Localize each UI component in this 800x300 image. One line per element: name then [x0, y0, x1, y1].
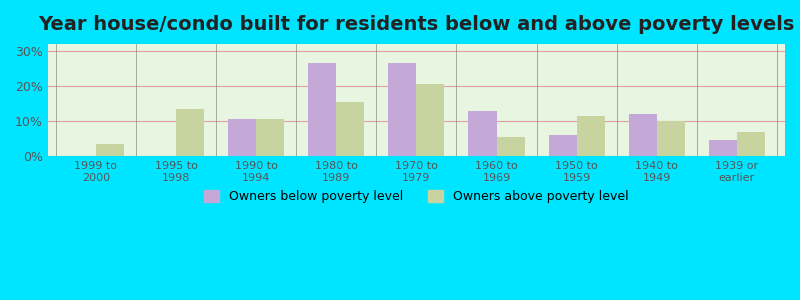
Title: Year house/condo built for residents below and above poverty levels: Year house/condo built for residents bel…	[38, 15, 794, 34]
Legend: Owners below poverty level, Owners above poverty level: Owners below poverty level, Owners above…	[199, 185, 634, 208]
Bar	[657, 121, 685, 156]
Bar	[469, 110, 497, 156]
Bar	[416, 84, 445, 156]
Bar	[388, 63, 416, 156]
Bar	[709, 140, 737, 156]
Bar	[96, 144, 124, 156]
Bar	[577, 116, 605, 156]
Bar	[336, 102, 364, 156]
Bar	[176, 109, 204, 156]
Bar	[497, 137, 525, 156]
Bar	[228, 119, 256, 156]
Bar	[737, 132, 765, 156]
Bar	[256, 119, 284, 156]
Bar	[629, 114, 657, 156]
Bar	[308, 63, 336, 156]
Bar	[549, 135, 577, 156]
